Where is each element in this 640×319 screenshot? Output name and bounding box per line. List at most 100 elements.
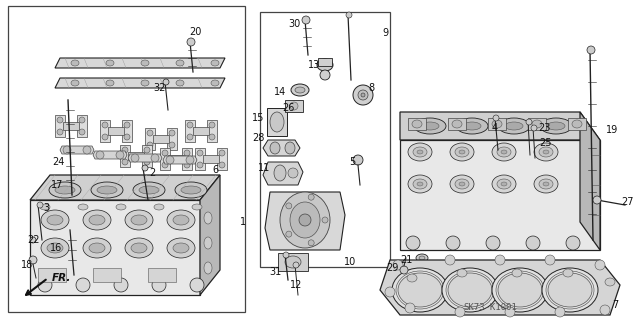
Ellipse shape <box>187 122 193 128</box>
Ellipse shape <box>124 122 130 128</box>
Ellipse shape <box>492 120 502 128</box>
Ellipse shape <box>47 243 63 253</box>
Text: 3: 3 <box>43 203 49 213</box>
Ellipse shape <box>162 162 168 168</box>
Ellipse shape <box>442 268 498 312</box>
Polygon shape <box>128 154 162 162</box>
Ellipse shape <box>190 278 204 292</box>
Ellipse shape <box>408 143 432 161</box>
Bar <box>148 268 176 282</box>
Ellipse shape <box>492 143 516 161</box>
Ellipse shape <box>63 146 71 154</box>
Ellipse shape <box>169 142 175 148</box>
Polygon shape <box>400 112 600 140</box>
Ellipse shape <box>83 210 111 230</box>
Bar <box>153 135 169 143</box>
Ellipse shape <box>106 60 114 66</box>
Ellipse shape <box>291 84 309 96</box>
Ellipse shape <box>308 240 314 246</box>
Text: SK73-K1001: SK73-K1001 <box>463 303 517 313</box>
Text: 2: 2 <box>149 168 155 178</box>
Ellipse shape <box>286 231 292 237</box>
Ellipse shape <box>542 268 598 312</box>
Ellipse shape <box>398 273 442 307</box>
Ellipse shape <box>97 186 117 194</box>
Text: FR.: FR. <box>52 273 72 283</box>
Ellipse shape <box>505 122 523 130</box>
Ellipse shape <box>353 155 363 165</box>
Text: 14: 14 <box>274 87 286 97</box>
Ellipse shape <box>49 182 81 198</box>
Ellipse shape <box>448 273 492 307</box>
Polygon shape <box>163 156 197 164</box>
Ellipse shape <box>361 93 365 97</box>
Bar <box>260 12 390 267</box>
Ellipse shape <box>543 182 549 186</box>
Polygon shape <box>400 140 600 250</box>
Ellipse shape <box>290 102 298 110</box>
Ellipse shape <box>219 150 225 156</box>
Ellipse shape <box>89 243 105 253</box>
Ellipse shape <box>209 134 215 140</box>
Ellipse shape <box>534 143 558 161</box>
Ellipse shape <box>162 150 168 156</box>
Ellipse shape <box>288 168 298 178</box>
Bar <box>185 120 195 142</box>
Ellipse shape <box>492 175 516 193</box>
Text: 32: 32 <box>154 83 166 93</box>
Ellipse shape <box>593 196 601 204</box>
Ellipse shape <box>393 260 403 270</box>
Ellipse shape <box>498 273 542 307</box>
Text: 18: 18 <box>21 260 33 270</box>
Ellipse shape <box>497 147 511 157</box>
Ellipse shape <box>405 303 415 313</box>
Ellipse shape <box>167 210 195 230</box>
Ellipse shape <box>79 129 85 135</box>
Ellipse shape <box>290 202 320 238</box>
Ellipse shape <box>142 165 148 171</box>
Ellipse shape <box>455 147 469 157</box>
Bar <box>142 145 152 167</box>
Ellipse shape <box>151 154 159 162</box>
Ellipse shape <box>545 255 555 265</box>
Text: 12: 12 <box>290 280 302 290</box>
Bar <box>38 268 66 282</box>
Ellipse shape <box>102 122 108 128</box>
Ellipse shape <box>122 159 128 165</box>
Ellipse shape <box>392 268 448 312</box>
Ellipse shape <box>587 46 595 54</box>
Ellipse shape <box>147 130 153 136</box>
Ellipse shape <box>169 130 175 136</box>
Ellipse shape <box>534 175 558 193</box>
Ellipse shape <box>114 278 128 292</box>
Polygon shape <box>30 175 220 200</box>
Ellipse shape <box>543 150 549 154</box>
Ellipse shape <box>83 146 91 154</box>
Ellipse shape <box>152 278 166 292</box>
Text: 26: 26 <box>282 103 294 113</box>
Ellipse shape <box>144 147 150 153</box>
Ellipse shape <box>91 182 123 198</box>
Ellipse shape <box>308 194 314 200</box>
Ellipse shape <box>274 165 286 181</box>
Polygon shape <box>265 192 345 250</box>
Ellipse shape <box>417 150 423 154</box>
Ellipse shape <box>463 122 481 130</box>
Ellipse shape <box>187 38 195 46</box>
Ellipse shape <box>445 255 455 265</box>
Bar <box>408 118 426 130</box>
Ellipse shape <box>501 182 507 186</box>
Ellipse shape <box>209 122 215 128</box>
Ellipse shape <box>147 142 153 148</box>
Ellipse shape <box>124 134 130 140</box>
Ellipse shape <box>600 305 610 315</box>
Ellipse shape <box>83 238 111 258</box>
Polygon shape <box>580 112 600 250</box>
Ellipse shape <box>76 278 90 292</box>
Ellipse shape <box>204 212 212 224</box>
Ellipse shape <box>400 266 408 274</box>
Ellipse shape <box>285 256 301 268</box>
Polygon shape <box>200 175 220 295</box>
Text: 17: 17 <box>51 180 63 190</box>
Text: 19: 19 <box>606 125 618 135</box>
